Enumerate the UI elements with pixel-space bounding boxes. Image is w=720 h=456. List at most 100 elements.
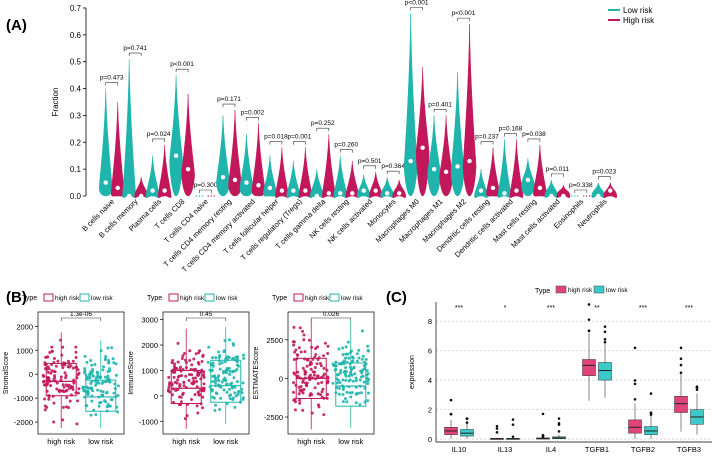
jitter-point xyxy=(295,353,299,357)
jitter-point xyxy=(49,384,53,388)
y-tick-label: 3000 xyxy=(141,316,158,325)
jitter-point xyxy=(89,371,93,375)
violin-median-dot xyxy=(162,188,167,193)
violin-median-dot xyxy=(490,185,496,191)
significance-label: *** xyxy=(639,305,647,312)
jitter-point xyxy=(294,348,298,352)
y-tick-label: 1000 xyxy=(16,346,33,355)
x-tick-label: IL10 xyxy=(452,445,467,454)
outlier-point xyxy=(633,346,637,350)
violin-median-dot xyxy=(232,177,238,183)
jitter-point xyxy=(305,364,309,368)
jitter-point xyxy=(341,388,345,392)
jitter-point xyxy=(182,380,186,384)
outlier-point xyxy=(679,357,683,361)
jitter-point xyxy=(228,338,232,342)
jitter-point xyxy=(188,358,192,362)
jitter-point xyxy=(183,352,187,356)
jitter-point xyxy=(179,365,183,369)
jitter-point xyxy=(181,391,185,395)
jitter-point xyxy=(167,385,171,389)
legend-label: low risk xyxy=(216,295,238,302)
jitter-point xyxy=(195,385,199,389)
jitter-point xyxy=(296,370,300,374)
jitter-point xyxy=(219,396,223,400)
violin-median-dot xyxy=(291,188,296,193)
violin-low xyxy=(310,169,324,199)
jitter-point xyxy=(114,362,118,366)
jitter-point xyxy=(235,363,239,367)
pvalue-label: p=0.260 xyxy=(334,142,358,149)
y-tick-label: 0 xyxy=(29,370,33,379)
jitter-point xyxy=(344,374,348,378)
pvalue-label: p=0.741 xyxy=(123,45,147,52)
jitter-point xyxy=(362,380,366,384)
jitter-point xyxy=(225,390,229,394)
jitter-point xyxy=(107,404,111,408)
jitter-point xyxy=(314,353,318,357)
jitter-point xyxy=(344,345,348,349)
jitter-point xyxy=(166,388,170,392)
jitter-point xyxy=(56,359,60,363)
jitter-point xyxy=(61,366,65,370)
jitter-point xyxy=(66,406,70,410)
jitter-point xyxy=(292,325,296,329)
jitter-point xyxy=(52,357,56,361)
jitter-point xyxy=(99,400,103,404)
violin-high xyxy=(415,67,430,197)
pvalue-label: p=0.364 xyxy=(381,163,405,170)
jitter-point xyxy=(49,371,53,375)
jitter-point xyxy=(59,375,63,379)
jitter-point xyxy=(241,396,245,400)
jitter-point xyxy=(61,383,65,387)
jitter-point xyxy=(86,389,90,393)
y-axis-label: ImmuneScore xyxy=(128,351,135,395)
x-tick-label: low risk xyxy=(88,437,113,446)
jitter-point xyxy=(76,391,80,395)
jitter-point xyxy=(104,380,108,384)
violin-low xyxy=(497,139,512,199)
jitter-point xyxy=(348,378,352,382)
jitter-point xyxy=(345,390,349,394)
x-tick-label: high risk xyxy=(172,437,200,446)
jitter-point xyxy=(61,405,65,409)
jitter-point xyxy=(193,376,197,380)
violin-low xyxy=(403,13,418,197)
jitter-point xyxy=(339,371,343,375)
jitter-point xyxy=(207,345,211,349)
violin-median-dot xyxy=(408,158,413,164)
jitter-point xyxy=(228,369,232,373)
outlier-point xyxy=(557,423,561,426)
jitter-point xyxy=(116,410,120,414)
outlier-point xyxy=(695,386,699,389)
x-tick-label: TGFB2 xyxy=(631,445,655,454)
jitter-point xyxy=(346,340,350,344)
jitter-point xyxy=(367,391,371,395)
y-tick-label: 0.7 xyxy=(70,4,82,13)
outlier-point xyxy=(603,330,607,334)
jitter-point xyxy=(227,387,231,391)
jitter-point xyxy=(218,367,222,371)
jitter-point xyxy=(309,367,313,371)
jitter-point xyxy=(170,361,174,365)
jitter-point xyxy=(211,379,215,383)
violin-median-dot xyxy=(361,188,366,193)
jitter-point xyxy=(213,381,217,385)
violin-low xyxy=(380,177,394,199)
jitter-point xyxy=(50,369,54,373)
legend-title: Type xyxy=(272,295,287,302)
jitter-point xyxy=(43,383,47,387)
pvalue-bracket xyxy=(574,189,588,193)
outlier-point xyxy=(541,412,545,416)
jitter-point xyxy=(316,392,320,396)
jitter-point xyxy=(292,381,296,385)
jitter-point xyxy=(326,376,330,380)
violin-low xyxy=(521,158,535,197)
x-tick-label: low risk xyxy=(338,437,363,446)
jitter-point xyxy=(50,349,54,353)
jitter-point xyxy=(235,380,239,384)
jitter-point xyxy=(366,349,370,353)
jitter-point xyxy=(301,329,305,333)
legend-swatch xyxy=(593,285,605,294)
legend-label: low risk xyxy=(91,295,113,302)
